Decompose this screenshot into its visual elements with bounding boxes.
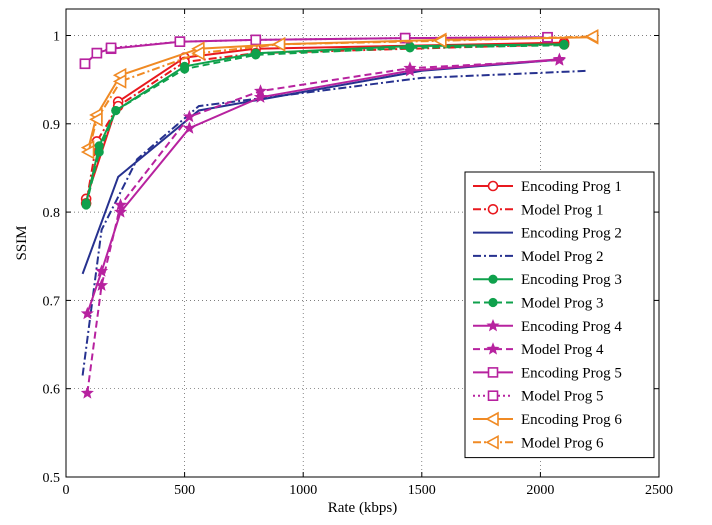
x-axis-label: Rate (kbps) [328, 500, 398, 516]
x-tick-label: 1000 [289, 483, 317, 498]
data-point [81, 200, 91, 210]
data-point [251, 50, 261, 60]
x-tick-label: 500 [174, 483, 195, 498]
data-point [91, 47, 103, 59]
y-tick-label: 0.6 [43, 383, 61, 398]
series-model-prog-3 [81, 40, 569, 210]
data-point [182, 121, 196, 134]
data-point [487, 390, 499, 402]
legend-label: Encoding Prog 4 [521, 319, 622, 335]
data-point [253, 90, 268, 103]
data-point [95, 278, 109, 291]
data-point [80, 386, 94, 399]
data-point [182, 109, 196, 123]
x-tick-label: 0 [63, 483, 70, 498]
data-point [271, 36, 286, 52]
data-point [114, 198, 128, 211]
axis-ticks: 0 500 1000 1500 2000 2500 0.5 0.6 0.7 0.8 0.9 1 [43, 9, 673, 498]
legend-label: Model Prog 3 [521, 296, 604, 312]
y-tick-label: 0.5 [43, 471, 61, 486]
legend-label: Encoding Prog 5 [521, 365, 622, 381]
y-axis-label: SSIM [14, 225, 30, 260]
data-point [80, 144, 95, 160]
x-tick-label: 1500 [408, 483, 436, 498]
series-model-prog-4 [80, 53, 566, 399]
y-tick-label: 0.8 [43, 206, 61, 221]
legend-label: Encoding Prog 6 [521, 412, 622, 428]
data-point [80, 306, 94, 320]
legend-label: Encoding Prog 3 [521, 272, 622, 288]
data-point [487, 204, 499, 215]
data-point [559, 40, 569, 50]
data-point [180, 64, 190, 74]
data-point [191, 45, 205, 61]
x-tick-label: 2000 [526, 483, 554, 498]
data-point [405, 43, 415, 53]
data-point [105, 42, 117, 54]
data-point [488, 297, 498, 308]
data-point [112, 74, 127, 89]
legend-label: Model Prog 6 [521, 435, 604, 451]
data-point [485, 434, 499, 450]
legend: Encoding Prog 1 Model Prog 1 Encoding Prog… [464, 171, 655, 459]
series-model-prog-5 [79, 31, 553, 70]
legend-box [464, 171, 655, 459]
data-point [485, 411, 499, 427]
data-point [79, 58, 91, 70]
data-point [94, 147, 104, 157]
data-point [89, 112, 103, 127]
data-point [250, 34, 262, 46]
legend-label: Model Prog 4 [521, 342, 604, 358]
x-tick-label: 2500 [645, 483, 673, 498]
data-point [488, 274, 498, 284]
data-point [486, 318, 500, 332]
data-point [552, 53, 566, 66]
data-point [403, 61, 417, 74]
plot-frame [65, 8, 660, 478]
legend-label: Encoding Prog 1 [521, 179, 622, 195]
data-point [174, 36, 186, 47]
data-point [399, 32, 411, 44]
legend-label: Model Prog 5 [521, 389, 604, 405]
data-point [486, 342, 500, 355]
legend-label: Encoding Prog 2 [521, 226, 622, 242]
data-point [111, 105, 121, 116]
legend-label: Model Prog 2 [521, 249, 604, 265]
y-tick-label: 0.9 [43, 118, 61, 133]
data-point [487, 180, 499, 192]
data-point [433, 33, 447, 49]
y-tick-label: 1 [53, 29, 60, 44]
series-model-prog-6 [80, 29, 599, 160]
series-group [79, 29, 599, 399]
grid-lines [66, 9, 659, 477]
data-point [253, 84, 268, 97]
legend-label: Model Prog 1 [521, 202, 604, 218]
data-point [487, 367, 499, 378]
data-point [584, 29, 599, 44]
y-tick-label: 0.7 [43, 294, 61, 309]
